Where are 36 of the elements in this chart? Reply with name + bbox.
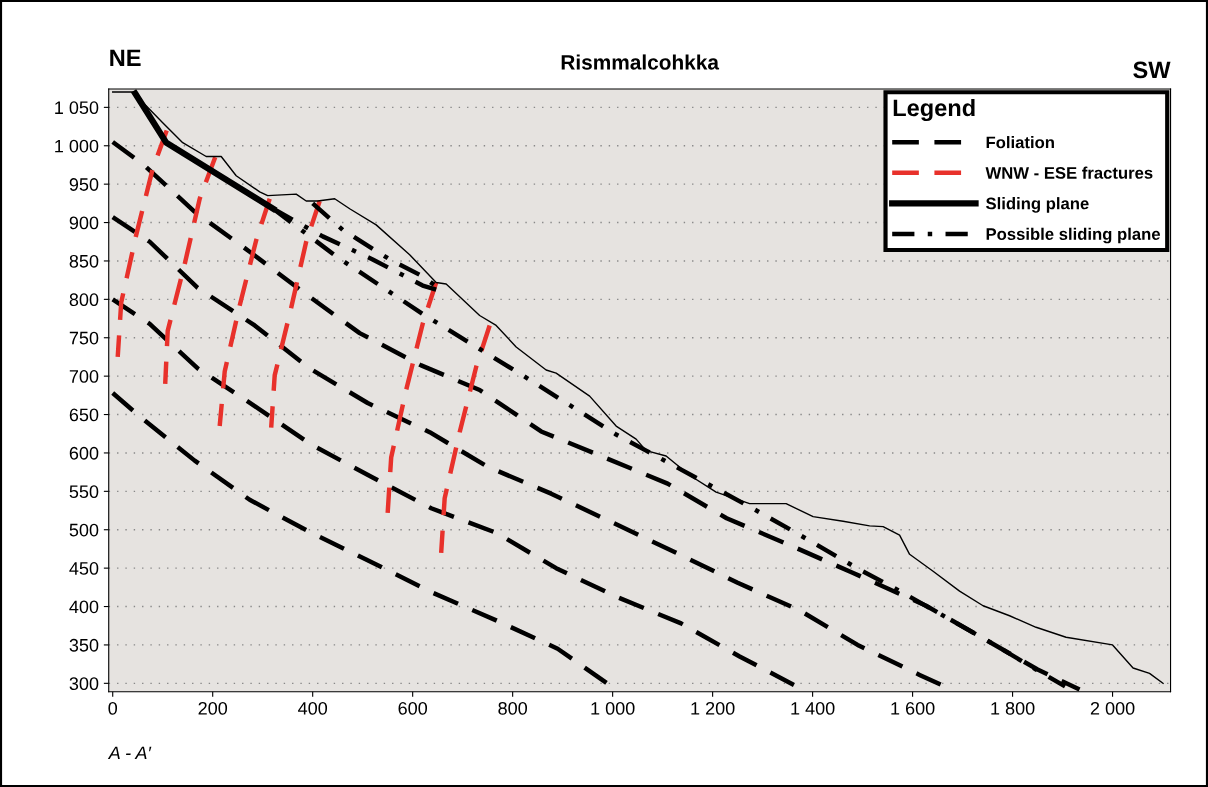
x-tick-label: 1 600 [891,701,935,715]
y-tick-label: 1 000 [55,139,99,153]
x-tick-label: 0 [108,701,118,715]
x-tick-label: 600 [398,701,428,715]
y-tick-label: 800 [69,293,99,307]
legend-label: Foliation [986,136,1054,149]
chart-title: Rismmalcohkka [561,54,720,70]
y-tick-label: 650 [69,408,99,422]
y-tick-label: 750 [69,331,99,345]
y-tick-label: 300 [69,677,99,691]
y-tick-label: 1 050 [55,101,99,115]
y-tick-label: 700 [69,370,99,383]
y-tick-label: 500 [69,523,99,537]
x-tick-label: 400 [298,701,328,715]
y-tick-label: 450 [69,562,99,575]
legend-label: WNW - ESE fractures [985,166,1153,179]
x-tick-label: 1 400 [791,701,835,715]
x-tick-label: 800 [498,701,528,715]
y-tick-label: 950 [69,178,99,191]
text: A - A′ [107,746,152,760]
y-tick-label: 600 [69,446,99,460]
legend-label: Sliding plane [986,197,1089,213]
legend-title: Legend [893,98,975,122]
x-tick-label: 1 000 [591,701,635,715]
text: SW [1133,61,1171,79]
y-tick-label: 850 [69,254,99,268]
x-tick-label: 1 200 [691,701,735,715]
text: NE [110,49,141,66]
y-tick-label: 350 [69,638,99,652]
x-tick-label: 200 [198,701,228,715]
legend-label: Possible sliding plane [986,227,1160,244]
x-tick-label: 1 800 [991,701,1035,715]
y-tick-label: 400 [69,600,99,614]
x-tick-label: 2 000 [1090,701,1135,715]
y-tick-label: 550 [69,485,99,499]
y-tick-label: 900 [69,216,99,230]
